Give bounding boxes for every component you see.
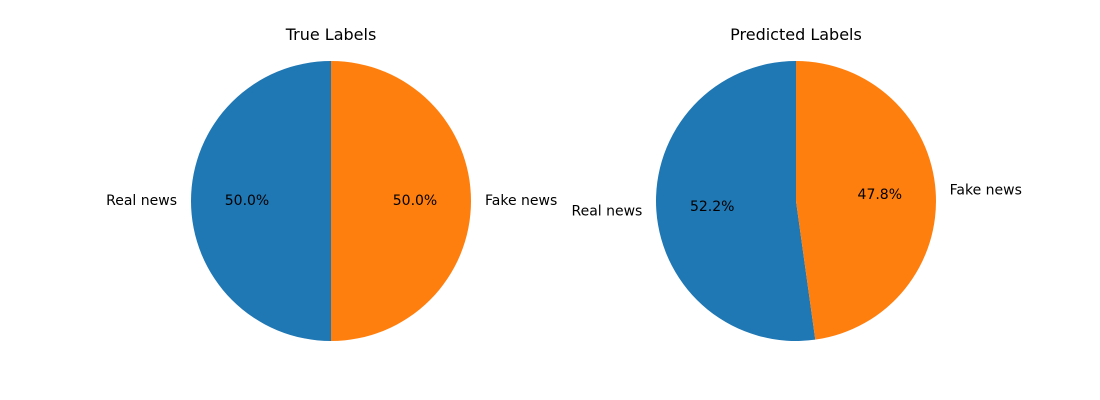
pie-slices	[656, 61, 937, 341]
pie-slice-fake-news	[331, 61, 471, 341]
slice-label: Fake news	[950, 182, 1022, 198]
chart-title: Predicted Labels	[730, 25, 862, 44]
pie-slice-real-news	[191, 61, 331, 341]
percent-label: 50.0%	[225, 193, 269, 209]
pie-labels: Real news 50.0% Fake news 50.0%	[106, 193, 557, 209]
pie-slices	[191, 61, 471, 341]
chart-title: True Labels	[285, 25, 377, 44]
slice-label: Real news	[571, 204, 642, 220]
percent-label: 47.8%	[858, 187, 902, 203]
pie-labels: Real news 52.2% Fake news 47.8%	[571, 182, 1021, 219]
percent-label: 50.0%	[393, 193, 437, 209]
pie-slice-fake-news	[796, 61, 937, 340]
pie-chart-predicted-labels: Predicted Labels Real news 52.2% Fake news…	[571, 25, 1022, 341]
slice-label: Real news	[106, 193, 177, 209]
pie-chart-true-labels: True Labels Real news 50.0% Fake news 50.0%	[106, 25, 557, 341]
percent-label: 52.2%	[690, 199, 734, 215]
pie-slice-real-news	[656, 61, 816, 341]
slice-label: Fake news	[485, 193, 557, 209]
